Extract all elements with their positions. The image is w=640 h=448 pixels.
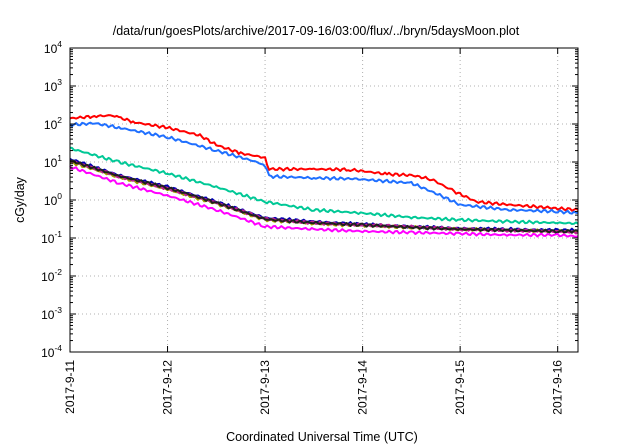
y-tick-label: 103 [44,77,62,94]
series-line [69,114,579,212]
series-line [69,121,579,215]
x-tick-label: 2017-9-13 [258,360,272,415]
x-tick-label: 2017-9-14 [356,360,370,415]
y-tick-label: 100 [44,191,62,208]
series-line [69,159,579,234]
x-axis: 2017-9-11 2017-9-12 2017-9-13 2017-9-14 2017… [63,48,565,415]
series-lines [69,114,579,238]
y-axis-label: cGy/day [13,176,27,223]
x-tick-label: 2017-9-15 [453,360,467,415]
y-tick-label: 101 [44,153,62,170]
x-tick-label: 2017-9-16 [551,360,565,415]
chart-title: /data/run/goesPlots/archive/2017-09-16/0… [113,24,520,38]
y-tick-label: 104 [44,39,62,56]
series-line [69,146,579,225]
y-axis: 10-4 10-3 10-2 10-1 100 101 102 103 104 [41,39,578,360]
y-tick-label: 102 [44,115,62,132]
y-tick-label: 10-3 [41,305,62,322]
y-tick-label: 10-2 [41,267,62,284]
series-line [69,165,579,238]
grid [70,48,578,352]
y-tick-label: 10-1 [41,229,62,246]
y-tick-label: 10-4 [41,343,62,360]
x-tick-label: 2017-9-11 [63,360,77,414]
x-tick-label: 2017-9-12 [161,360,175,415]
x-axis-label: Coordinated Universal Time (UTC) [226,430,418,444]
